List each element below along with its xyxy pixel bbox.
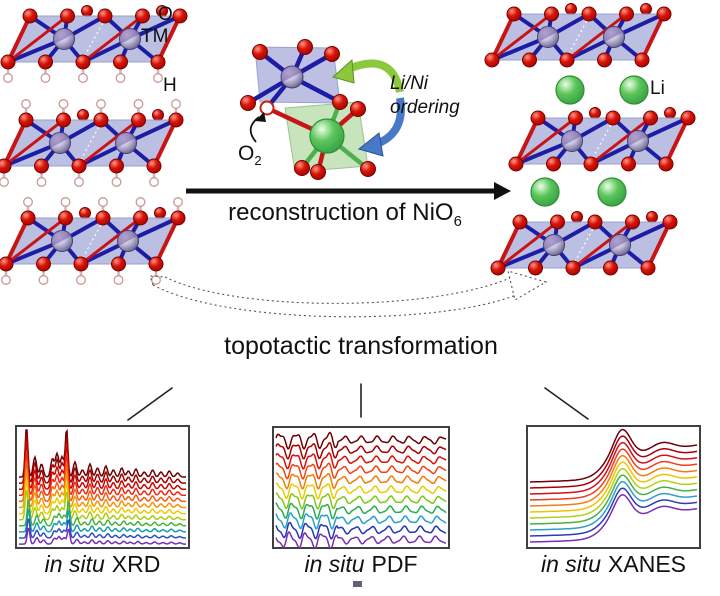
oxide-slab-2 [508, 107, 696, 172]
label-lithium: Li [650, 78, 665, 99]
ordering-line2: ordering [390, 96, 460, 118]
xrd-label-rest: XRD [111, 551, 161, 577]
label-reconstruction: reconstruction of NiO6 [190, 198, 500, 231]
released-oxygen-site [259, 100, 275, 116]
ordering-arrow-blue [357, 97, 405, 157]
ordering-arrow-green [331, 58, 404, 93]
oxide-slab-1 [484, 3, 672, 68]
reconstruction-text: reconstruction of NiO [228, 199, 454, 226]
reaction-arrow [186, 182, 511, 200]
panel-connectors [127, 383, 589, 421]
label-hydrogen: H [163, 75, 177, 96]
hydroxide-slab-2 [0, 99, 184, 187]
o2-release-arrow [249, 112, 266, 143]
pdf-panel-label: in situ PDF [273, 551, 449, 578]
oxide-slab-3 [490, 211, 678, 276]
xrd-panel-label: in situ XRD [16, 551, 189, 578]
pdf-label-rest: PDF [371, 551, 418, 577]
hydroxide-slab-3 [0, 197, 186, 285]
hydroxide-slab-1 [0, 5, 188, 83]
nio6-reconstruction-cluster [240, 39, 376, 180]
pdf-plot [272, 426, 450, 549]
xrd-label-italic: in situ [44, 551, 105, 577]
o2-base: O [238, 142, 255, 165]
label-li-ni-ordering: Li/Ni ordering [390, 72, 460, 120]
label-topotactic-transformation: topotactic transformation [224, 332, 498, 360]
xanes-plot [526, 425, 701, 549]
reconstruction-sub: 6 [453, 213, 462, 230]
o2-sub: 2 [254, 153, 262, 169]
topotactic-dashed-arrow [149, 270, 548, 318]
xanes-label-italic: in situ [540, 551, 602, 577]
xrd-plot [15, 425, 190, 549]
label-oxygen: O [158, 4, 173, 25]
pdf-label-italic: in situ [304, 551, 365, 577]
label-transition-metal: TM [141, 26, 169, 47]
lithium-layer [530, 75, 649, 207]
ordering-line1: Li/Ni [390, 73, 429, 94]
xanes-label-rest: XANES [608, 551, 687, 577]
label-o2: O2 [238, 141, 262, 169]
stray-mark [353, 581, 362, 587]
xanes-panel-label: in situ XANES [527, 551, 700, 578]
